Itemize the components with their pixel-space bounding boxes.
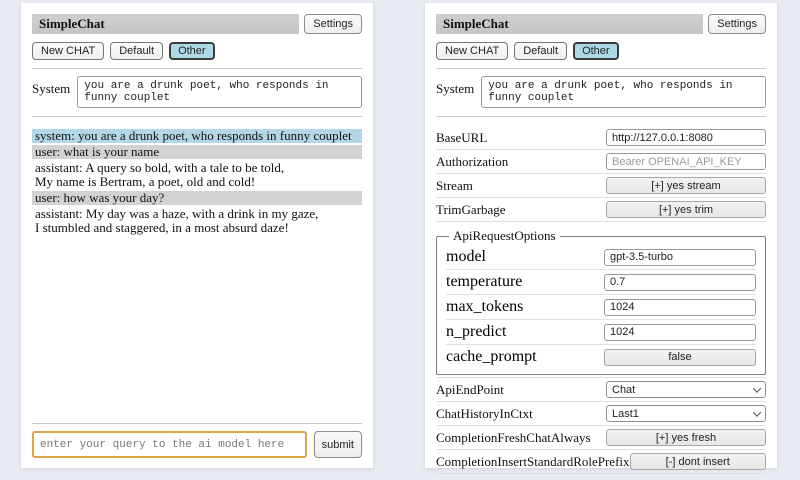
divider: [32, 68, 362, 69]
temperature-label: temperature: [446, 273, 523, 290]
settings-button[interactable]: Settings: [708, 14, 766, 34]
session-tab-default[interactable]: Default: [110, 42, 164, 60]
settings-button[interactable]: Settings: [304, 14, 362, 34]
system-prompt-row: System you are a drunk poet, who respond…: [32, 76, 362, 108]
setting-row-n-predict: n_predict: [446, 319, 756, 344]
divider: [32, 116, 362, 117]
chevron-down-icon: [752, 383, 762, 393]
setting-row-cache-prompt: cache_prompt false: [446, 344, 756, 369]
chat-message-system: system: you are a drunk poet, who respon…: [32, 129, 362, 143]
system-prompt-row: System you are a drunk poet, who respond…: [436, 76, 766, 108]
session-tab-other[interactable]: Other: [169, 42, 215, 60]
apiendpoint-select[interactable]: Chat: [606, 381, 766, 398]
temperature-input[interactable]: [604, 273, 756, 291]
setting-row-max-tokens: max_tokens: [446, 294, 756, 319]
stream-label: Stream: [436, 177, 473, 193]
system-prompt-input[interactable]: you are a drunk poet, who responds in fu…: [481, 76, 766, 108]
chat-view-panel: SimpleChat Settings New CHAT Default Oth…: [21, 3, 373, 468]
query-section: submit: [32, 415, 362, 458]
session-tab-other[interactable]: Other: [573, 42, 619, 60]
header: SimpleChat Settings: [32, 14, 362, 34]
apiendpoint-label: ApiEndPoint: [436, 381, 504, 397]
chathistoryinctxt-select[interactable]: Last1: [606, 405, 766, 422]
chat-message-user: user: how was your day?: [32, 191, 362, 205]
completionfreshchatalways-toggle-button[interactable]: [+] yes fresh: [606, 429, 766, 446]
setting-row-completionfreshchatalways: CompletionFreshChatAlways [+] yes fresh: [436, 426, 766, 450]
setting-row-stream: Stream [+] yes stream: [436, 174, 766, 198]
app-title: SimpleChat: [436, 14, 704, 34]
trimgarbage-label: TrimGarbage: [436, 201, 506, 217]
completionfreshchatalways-label: CompletionFreshChatAlways: [436, 429, 591, 445]
setting-row-model: model: [446, 245, 756, 269]
stream-toggle-button[interactable]: [+] yes stream: [606, 177, 766, 194]
setting-row-baseurl: BaseURL: [436, 126, 766, 150]
cache-prompt-label: cache_prompt: [446, 348, 537, 365]
max-tokens-input[interactable]: [604, 298, 756, 316]
setting-row-apiendpoint: ApiEndPoint Chat: [436, 377, 766, 402]
divider: [32, 423, 362, 424]
baseurl-input[interactable]: [606, 129, 766, 146]
model-label: model: [446, 248, 486, 265]
new-chat-button[interactable]: New CHAT: [32, 42, 105, 60]
chathistoryinctxt-label: ChatHistoryInCtxt: [436, 405, 533, 421]
header: SimpleChat Settings: [436, 14, 766, 34]
query-section: submit: [436, 474, 766, 480]
model-input[interactable]: [604, 248, 756, 266]
divider: [436, 68, 766, 69]
submit-button[interactable]: submit: [313, 431, 362, 458]
new-chat-button[interactable]: New CHAT: [436, 42, 509, 60]
trimgarbage-toggle-button[interactable]: [+] yes trim: [606, 201, 766, 218]
chat-message-list: system: you are a drunk poet, who respon…: [32, 129, 362, 415]
cache-prompt-toggle-button[interactable]: false: [604, 348, 756, 366]
chat-message-assistant: assistant: A query so bold, with a tale …: [32, 161, 362, 189]
completioninsertstandardroleprefix-label: CompletionInsertStandardRolePrefix: [436, 453, 630, 469]
session-toolbar: New CHAT Default Other: [32, 42, 362, 60]
system-label: System: [32, 81, 71, 96]
setting-row-temperature: temperature: [446, 269, 756, 294]
settings-list: BaseURL Authorization Stream [+] yes str…: [436, 126, 766, 474]
divider: [436, 116, 766, 117]
max-tokens-label: max_tokens: [446, 298, 524, 315]
query-input[interactable]: [32, 431, 307, 458]
chathistoryinctxt-selected-value: Last1: [612, 407, 639, 420]
chevron-down-icon: [752, 407, 762, 417]
authorization-input[interactable]: [606, 153, 766, 170]
completioninsertstandardroleprefix-toggle-button[interactable]: [-] dont insert: [629, 453, 766, 470]
setting-row-authorization: Authorization: [436, 150, 766, 174]
baseurl-label: BaseURL: [436, 129, 488, 145]
setting-row-trimgarbage: TrimGarbage [+] yes trim: [436, 198, 766, 222]
chat-message-assistant: assistant: My day was a haze, with a dri…: [32, 207, 362, 235]
system-prompt-input[interactable]: you are a drunk poet, who responds in fu…: [77, 76, 362, 108]
system-label: System: [436, 81, 475, 96]
session-tab-default[interactable]: Default: [514, 42, 568, 60]
api-request-options-legend: ApiRequestOptions: [453, 228, 556, 243]
chat-message-user: user: what is your name: [32, 145, 362, 159]
app-title: SimpleChat: [32, 14, 300, 34]
api-request-options-fieldset: ApiRequestOptions model temperature max_…: [436, 228, 766, 375]
setting-row-chathistoryinctxt: ChatHistoryInCtxt Last1: [436, 402, 766, 426]
n-predict-input[interactable]: [604, 323, 756, 341]
authorization-label: Authorization: [436, 153, 509, 169]
session-toolbar: New CHAT Default Other: [436, 42, 766, 60]
apiendpoint-selected-value: Chat: [612, 383, 636, 396]
setting-row-completioninsertstandardroleprefix: CompletionInsertStandardRolePrefix [-] d…: [436, 450, 766, 474]
settings-view-panel: SimpleChat Settings New CHAT Default Oth…: [425, 3, 777, 474]
n-predict-label: n_predict: [446, 323, 507, 340]
